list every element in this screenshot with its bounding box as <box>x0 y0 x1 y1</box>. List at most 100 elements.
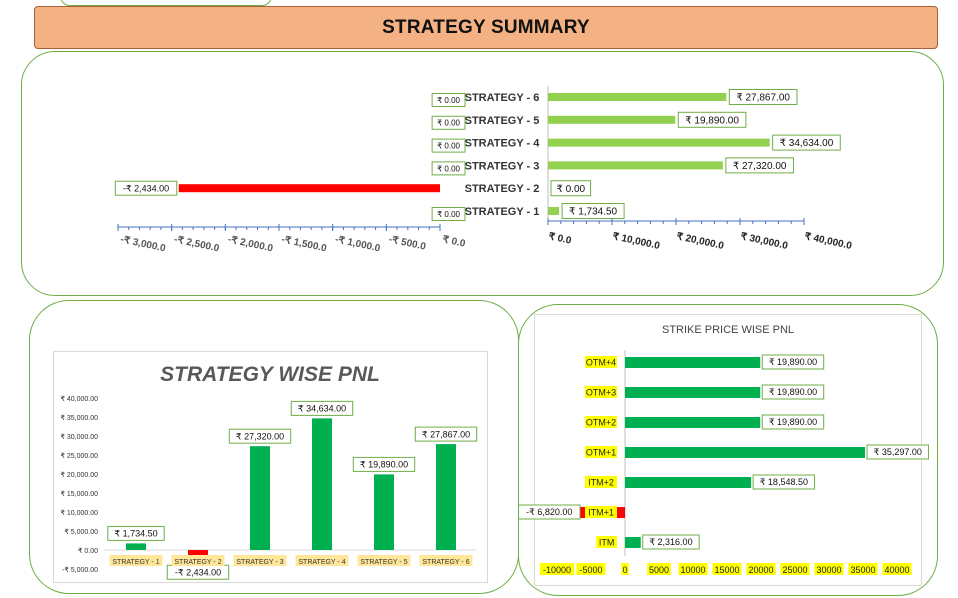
x-axis-tick-label: 5000 <box>649 565 669 575</box>
category-highlight <box>357 555 411 566</box>
category-label: STRATEGY - 6 <box>422 559 469 566</box>
data-label-box <box>761 414 825 430</box>
category-highlight <box>233 555 287 566</box>
data-label-box <box>642 534 700 550</box>
positive-value-label-box <box>677 111 747 128</box>
zero-value-label-box <box>431 138 466 153</box>
y-axis-tick-label: ₹ 30,000.00 <box>60 433 98 441</box>
category-label: STRATEGY - 6 <box>465 92 540 104</box>
pnl-bar <box>126 543 146 550</box>
chart-title: STRIKE PRICE WISE PNL <box>662 324 794 336</box>
pnl-bar <box>436 444 456 550</box>
positive-value-label-box <box>550 180 592 197</box>
strike-bar <box>625 477 752 488</box>
positive-bar <box>548 161 723 170</box>
category-label: ITM+1 <box>588 508 614 518</box>
category-label: OTM+1 <box>586 448 616 458</box>
data-label: ₹ 27,320.00 <box>236 431 284 441</box>
x-axis-tick-label: 25000 <box>782 565 807 575</box>
negative-value-label-box <box>114 180 178 196</box>
category-label: STRATEGY - 5 <box>465 115 540 127</box>
positive-value-label: ₹ 0.00 <box>556 184 585 195</box>
x-axis-tick-label: -5000 <box>579 565 602 575</box>
y-axis-tick-label: -₹ 5,000.00 <box>62 566 98 574</box>
left-axis-tick-label: -₹ 500.0 <box>388 234 427 253</box>
left-axis-tick-label: -₹ 1,500.0 <box>280 234 328 254</box>
x-tick-highlight <box>539 563 575 575</box>
category-label: ITM+2 <box>588 478 614 488</box>
data-label: ₹ 2,316.00 <box>649 537 692 547</box>
x-axis-tick-label: 10000 <box>680 565 705 575</box>
chart-title: STRATEGY WISE PNL <box>160 363 380 386</box>
data-label: ₹ 19,890.00 <box>769 417 817 427</box>
category-highlight <box>585 416 617 428</box>
y-axis-tick-label: ₹ 10,000.00 <box>60 509 98 517</box>
x-tick-highlight <box>882 563 912 575</box>
y-axis-tick-label: ₹ 5,000.00 <box>64 528 98 536</box>
category-highlight <box>585 476 617 488</box>
left-axis-tick-label: -₹ 3,000.0 <box>119 234 167 254</box>
y-axis-tick-label: ₹ 25,000.00 <box>60 452 98 460</box>
negative-bar <box>178 184 440 193</box>
strike-bar <box>625 387 761 398</box>
x-tick-highlight <box>576 563 606 575</box>
zero-value-label: ₹ 0.00 <box>437 141 460 150</box>
data-label: ₹ 34,634.00 <box>298 404 346 414</box>
data-label-box <box>761 384 825 400</box>
positive-value-label-box <box>772 134 841 151</box>
zero-value-label-box <box>431 115 466 130</box>
butterfly-strategy-chart: -₹ 3,000.0 -₹ 2,500.0 -₹ 2,000.0 -₹ 1,500.0… <box>114 86 853 255</box>
data-label: -₹ 2,434.00 <box>175 567 221 577</box>
x-axis-tick-label: 35000 <box>850 565 875 575</box>
category-label: STRATEGY - 4 <box>465 138 541 150</box>
category-highlight <box>295 555 349 566</box>
left-axis-tick-label: -₹ 2,500.0 <box>173 234 221 254</box>
strike-price-wise-pnl-chart: STRIKE PRICE WISE PNL -10000 -5000 0 5000 100… <box>518 324 929 575</box>
zero-value-label-box <box>431 161 466 176</box>
category-label: ITM <box>599 538 615 548</box>
x-tick-highlight <box>621 563 629 575</box>
data-label: ₹ 35,297.00 <box>874 447 922 457</box>
data-label: ₹ 27,867.00 <box>422 429 470 439</box>
category-label: STRATEGY - 4 <box>298 559 345 566</box>
category-label: STRATEGY - 3 <box>465 160 540 172</box>
data-label-box <box>228 428 292 444</box>
category-highlight <box>596 536 617 548</box>
x-tick-highlight <box>678 563 708 575</box>
data-label-box <box>761 354 825 370</box>
right-axis-tick-label: ₹ 10,000.0 <box>611 231 661 252</box>
data-label-box <box>752 474 816 490</box>
data-label-box <box>866 444 929 460</box>
data-label: ₹ 19,890.00 <box>360 460 408 470</box>
strategy-pnl-chart-area <box>53 351 488 583</box>
right-axis-tick-label: ₹ 20,000.0 <box>675 231 725 252</box>
positive-value-label: ₹ 27,320.00 <box>733 161 787 172</box>
category-highlight <box>585 356 617 368</box>
positive-value-label: ₹ 27,867.00 <box>736 93 790 104</box>
y-axis-tick-label: ₹ 40,000.00 <box>60 395 98 403</box>
x-axis-tick-label: 20000 <box>748 565 773 575</box>
y-axis-tick-label: ₹ 35,000.00 <box>60 414 98 422</box>
category-highlight <box>171 555 225 566</box>
summary-banner: STRATEGY SUMMARY <box>34 6 938 49</box>
data-label-box <box>414 426 478 442</box>
right-axis-tick-label: ₹ 0.0 <box>547 231 572 247</box>
category-label: STRATEGY - 2 <box>465 183 540 195</box>
strike-bar <box>625 357 761 368</box>
strike-bar <box>625 447 866 458</box>
negative-value-label: -₹ 2,434.00 <box>123 183 169 193</box>
positive-value-label-box <box>725 157 794 174</box>
page-title: STRATEGY SUMMARY <box>382 16 590 38</box>
x-axis-tick-label: 0 <box>622 565 627 575</box>
x-tick-highlight <box>647 563 671 575</box>
category-highlight <box>419 555 473 566</box>
positive-bar <box>548 93 727 101</box>
positive-value-label: ₹ 1,734.50 <box>569 207 618 218</box>
pnl-bar <box>312 418 332 550</box>
y-axis-tick-label: ₹ 0.00 <box>78 547 98 555</box>
pnl-bar <box>250 446 270 550</box>
category-label: OTM+3 <box>586 388 616 398</box>
x-tick-highlight <box>848 563 878 575</box>
positive-bar <box>548 207 560 215</box>
